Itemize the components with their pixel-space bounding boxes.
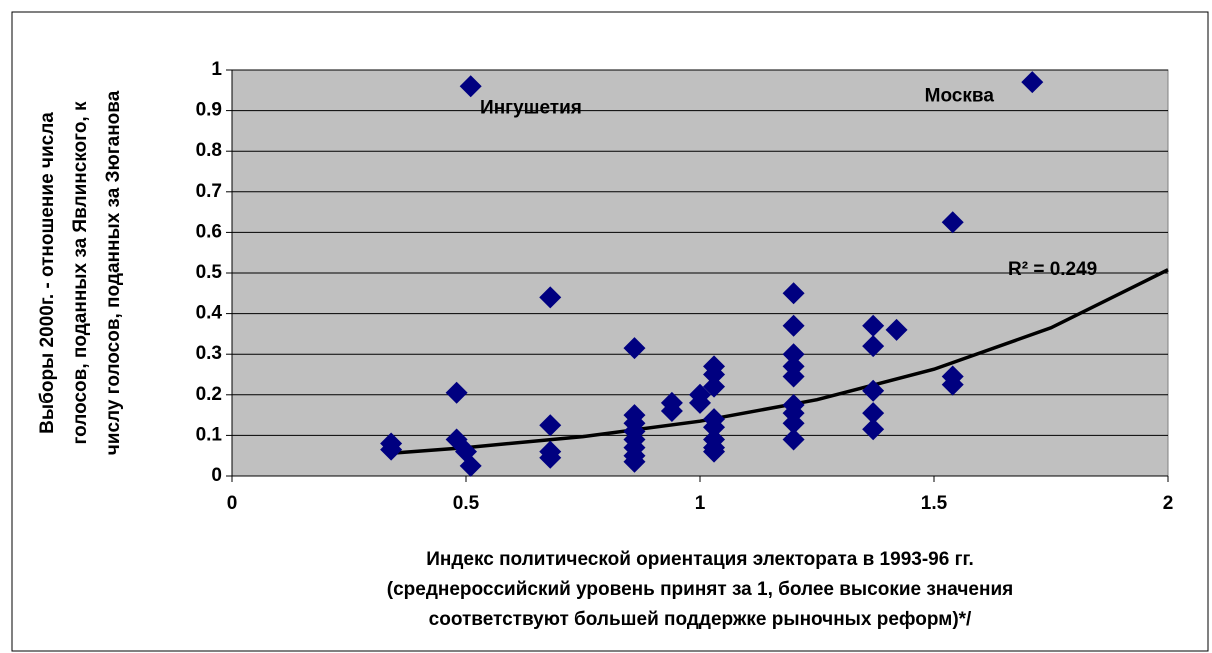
data-point	[539, 414, 562, 437]
y-tick-label: 0.2	[196, 384, 222, 405]
y-tick-label: 0.9	[196, 100, 222, 121]
data-point	[703, 416, 726, 439]
x-axis-title: соответствуют большей поддержке рыночных…	[429, 609, 972, 630]
data-point	[862, 335, 885, 358]
data-point	[703, 375, 726, 398]
data-point	[862, 379, 885, 402]
data-point	[445, 381, 468, 404]
x-tick-label: 0.5	[453, 493, 480, 514]
data-point	[660, 400, 683, 423]
y-tick-label: 0.6	[196, 221, 222, 242]
data-point	[539, 286, 562, 309]
data-point	[782, 314, 805, 337]
y-tick-label: 0.3	[196, 343, 222, 364]
y-axis-title: голосов, поданных за Явлинского, к	[70, 101, 91, 444]
data-point	[782, 428, 805, 451]
data-point	[380, 438, 403, 461]
data-point	[782, 343, 805, 366]
y-tick-label: 1	[211, 59, 222, 80]
data-point	[885, 318, 908, 341]
data-point	[862, 314, 885, 337]
trendline-label: R² = 0.249	[1008, 259, 1097, 280]
x-axis-title: (среднероссийский уровень принят за 1, б…	[387, 579, 1013, 600]
data-point	[782, 365, 805, 388]
y-tick-label: 0.4	[196, 303, 223, 324]
annotation: Москва	[925, 85, 995, 106]
x-tick-label: 2	[1163, 493, 1174, 514]
data-point	[703, 440, 726, 463]
data-point	[941, 211, 964, 234]
data-point	[623, 337, 646, 360]
y-tick-label: 0.1	[196, 424, 223, 445]
y-tick-label: 0.5	[196, 262, 223, 283]
data-point	[703, 363, 726, 386]
data-point	[459, 75, 482, 98]
data-point	[782, 412, 805, 435]
data-point	[862, 418, 885, 441]
data-point	[862, 402, 885, 425]
data-point	[459, 454, 482, 477]
data-point	[539, 446, 562, 469]
x-tick-label: 0	[227, 493, 238, 514]
trendline	[390, 268, 1169, 456]
x-axis-title: Индекс политической ориентация электорат…	[426, 549, 974, 570]
y-tick-label: 0	[211, 465, 222, 486]
data-point	[689, 391, 711, 414]
data-point	[782, 282, 805, 305]
y-axis-title: числу голосов, поданных за Зюганова	[103, 90, 124, 455]
annotation: Ингушетия	[480, 98, 582, 119]
data-point	[623, 450, 646, 473]
y-tick-label: 0.8	[196, 140, 222, 161]
data-point	[941, 373, 964, 396]
x-tick-label: 1.5	[921, 493, 948, 514]
x-tick-label: 1	[695, 493, 706, 514]
y-tick-label: 0.7	[196, 181, 222, 202]
y-axis-title: Выборы 2000г. - отношение числа	[37, 112, 58, 434]
data-point	[1021, 71, 1044, 94]
